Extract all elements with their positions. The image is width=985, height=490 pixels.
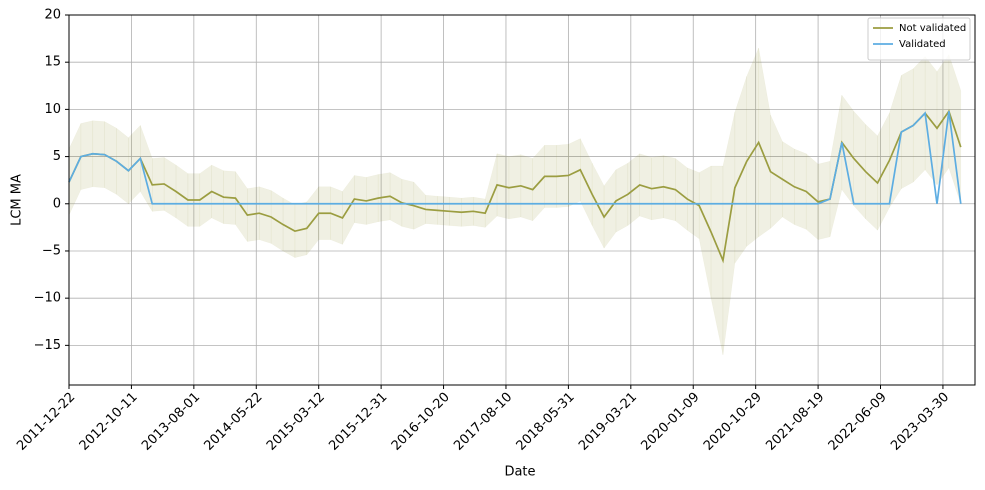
- x-tick-label: 2014-05-22: [202, 390, 266, 454]
- confidence-band: [889, 75, 902, 209]
- legend-box: [867, 17, 971, 61]
- x-tick-label: 2020-01-09: [639, 390, 703, 454]
- y-axis-label: LCM MA: [10, 174, 25, 226]
- legend-label: Not validated: [899, 23, 966, 34]
- y-tick-label: 10: [44, 102, 61, 117]
- x-axis-label: Date: [504, 465, 535, 480]
- x-tick-label: 2018-05-31: [514, 390, 578, 454]
- x-tick-label: 2013-08-01: [139, 390, 203, 454]
- x-tick-label: 2012-10-11: [77, 390, 141, 454]
- y-tick-label: 20: [44, 8, 61, 23]
- x-tick-label: 2019-03-21: [576, 390, 640, 454]
- confidence-band: [722, 112, 736, 355]
- x-tick-label: 2016-10-20: [389, 390, 453, 454]
- legend-label: Validated: [899, 39, 946, 50]
- y-tick-label: 15: [44, 55, 61, 70]
- confidence-band: [710, 165, 724, 355]
- x-tick-label: 2020-10-29: [701, 390, 765, 454]
- x-tick-label: 2015-12-31: [326, 390, 390, 454]
- confidence-band: [758, 47, 771, 238]
- x-tick-label: 2011-12-22: [14, 390, 78, 454]
- confidence-band: [698, 165, 712, 299]
- x-tick-label: 2022-06-09: [826, 390, 890, 454]
- x-tick-label: 2023-03-30: [888, 390, 952, 454]
- x-tick-label: 2015-03-12: [264, 390, 328, 454]
- legend: Not validated Validated: [867, 17, 971, 61]
- x-tick-label: 2017-08-10: [451, 390, 515, 454]
- confidence-band: [413, 181, 426, 230]
- y-tick-label: −15: [34, 338, 61, 353]
- series-line: [68, 109, 962, 264]
- y-tick-label: −10: [34, 291, 61, 306]
- plot-frame: [68, 14, 976, 386]
- series-line: [68, 111, 962, 205]
- y-tick-label: 5: [53, 149, 61, 164]
- confidence-band: [746, 47, 759, 247]
- x-tick-label: 2021-08-19: [763, 390, 827, 454]
- y-tick-label: 0: [53, 196, 61, 211]
- confidence-band: [734, 76, 747, 265]
- confidence-band: [484, 153, 498, 228]
- confidence-band: [770, 114, 783, 229]
- confidence-band: [829, 95, 843, 237]
- y-tick-label: −5: [42, 243, 61, 258]
